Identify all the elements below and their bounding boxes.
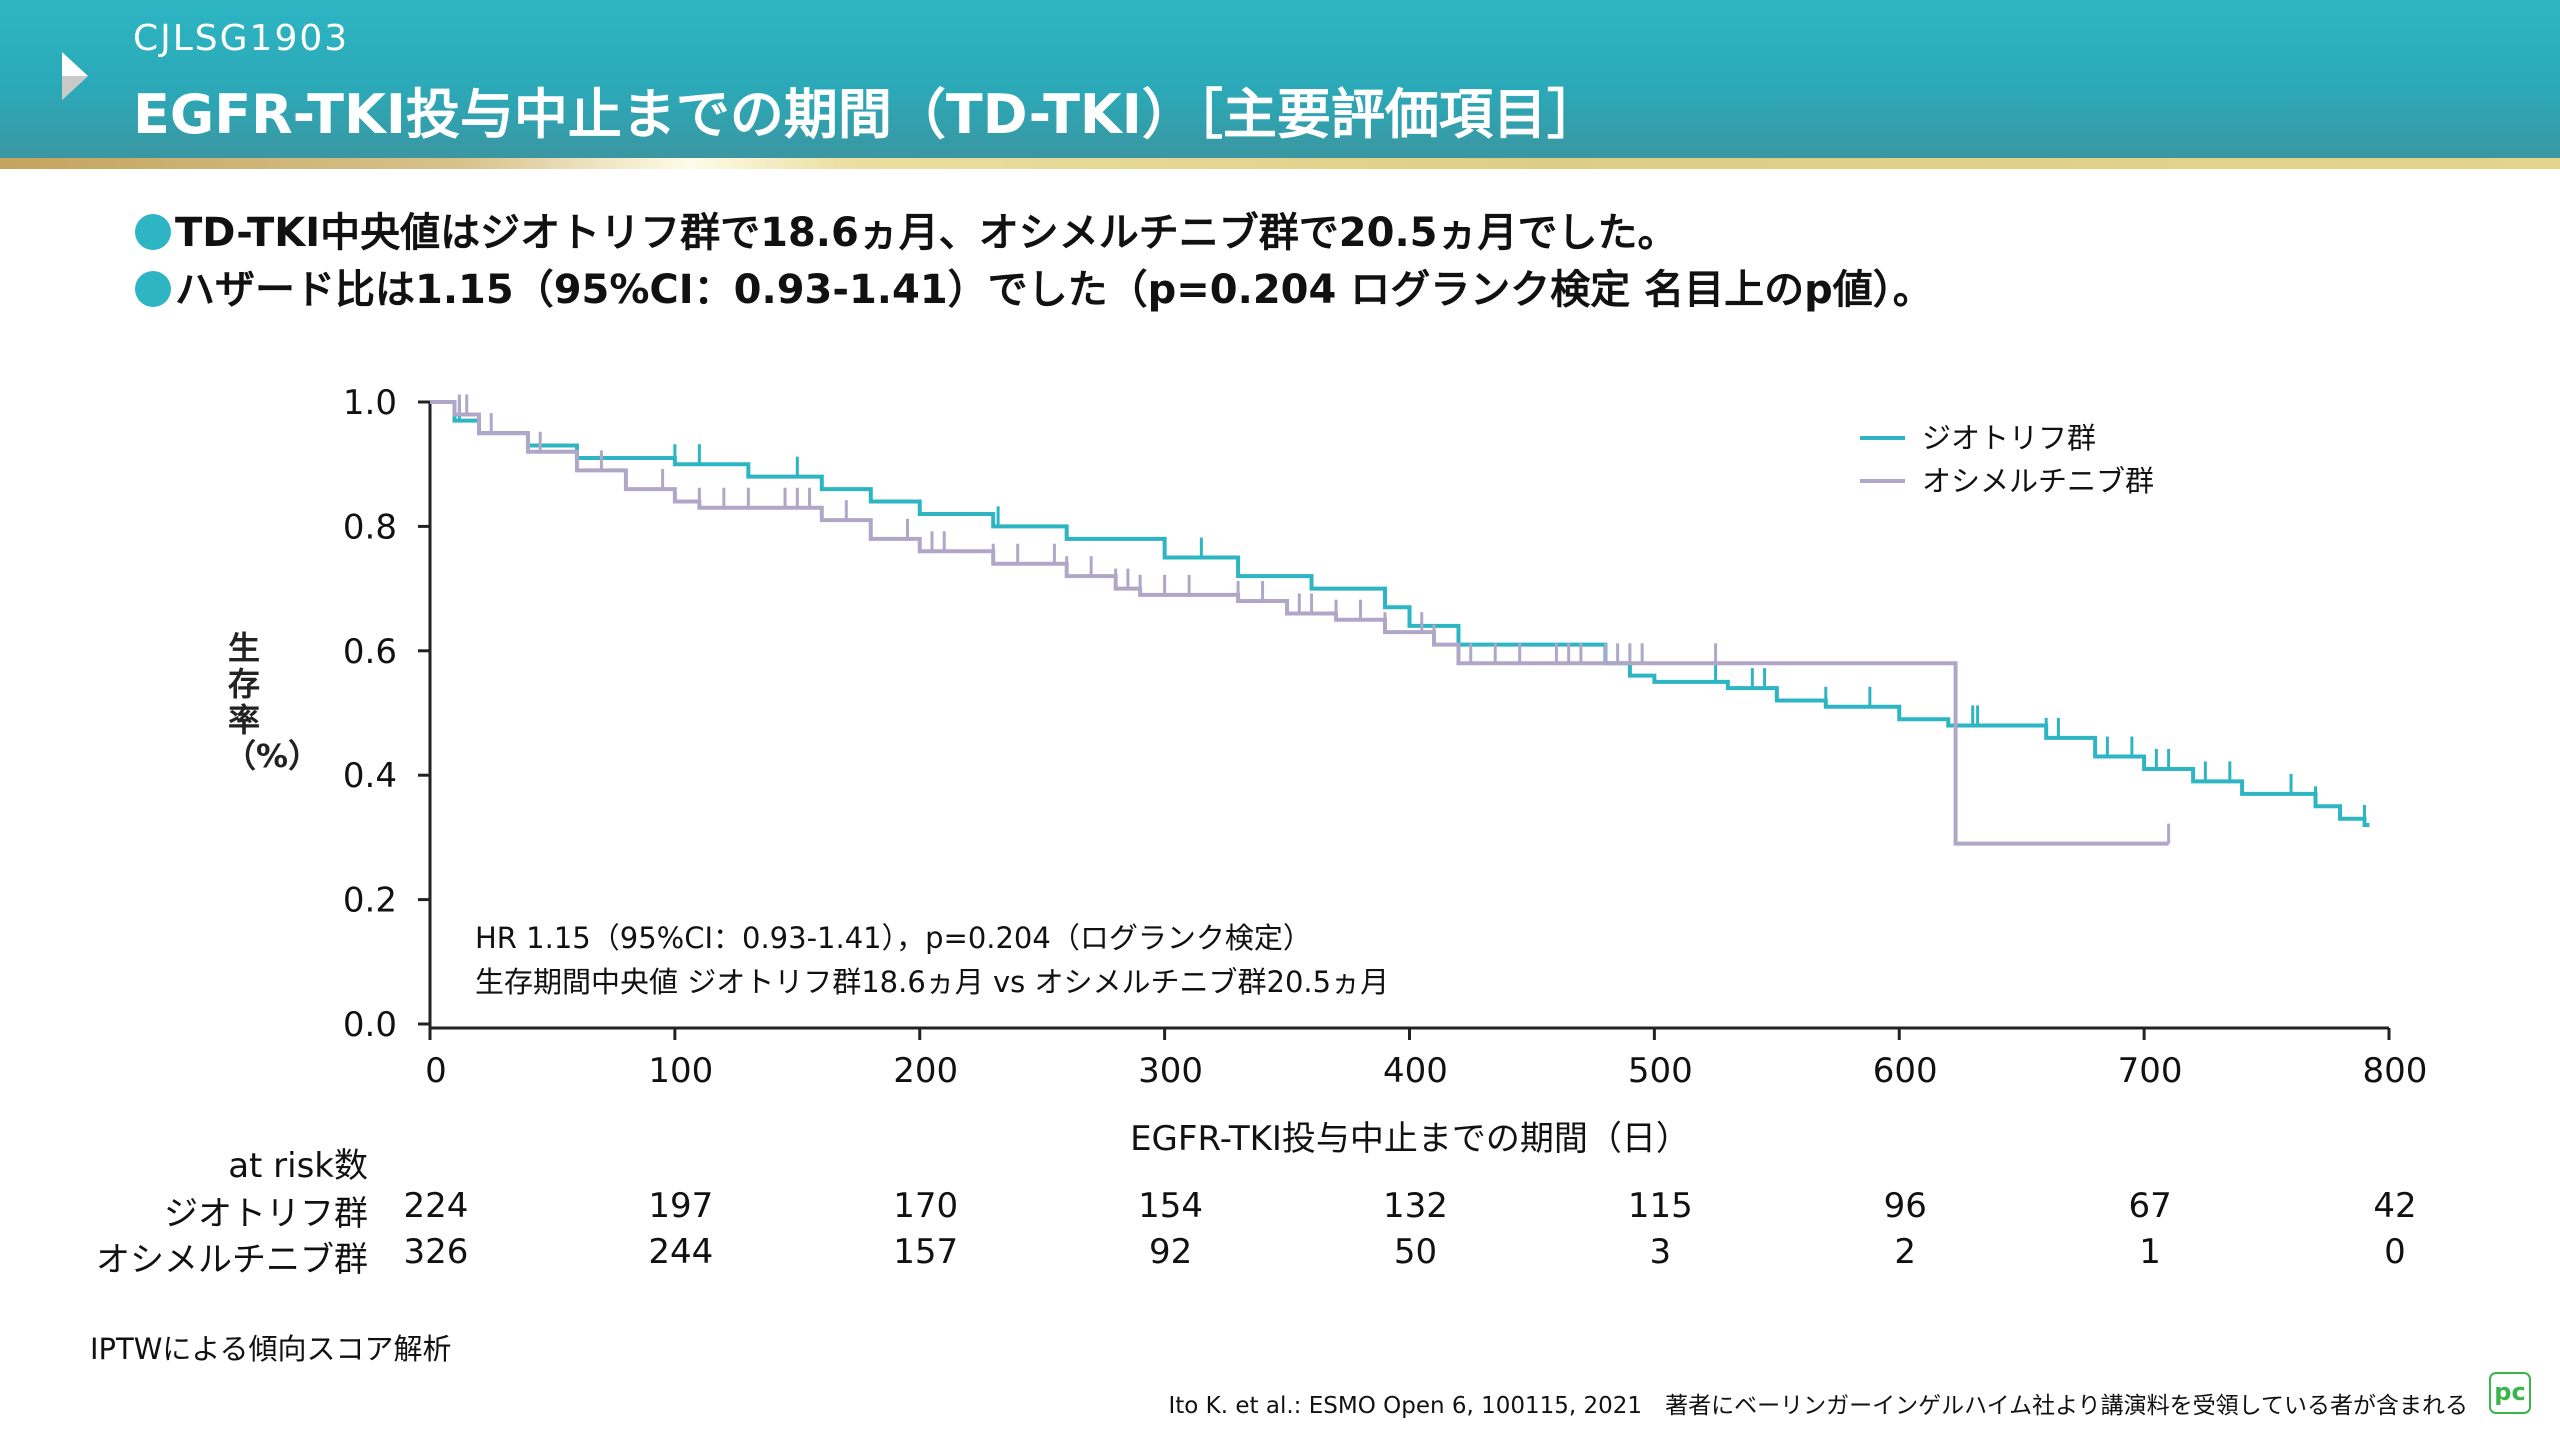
at-risk-label: at risk数 — [228, 1146, 368, 1186]
study-id: CJLSG1903 — [133, 18, 350, 59]
y-axis-title: 生存率（%） — [224, 629, 321, 775]
at-risk-value: 67 — [2128, 1186, 2172, 1226]
at-risk-row-osimertinib-label: オシメルチニブ群 — [96, 1240, 368, 1280]
bullet-dot-icon — [135, 214, 171, 250]
footnote: IPTWによる傾向スコア解析 — [90, 1332, 452, 1366]
x-tick-label: 100 — [648, 1051, 713, 1091]
y-tick-label: 0.4 — [343, 756, 397, 796]
pc-logo: pc — [2489, 1372, 2531, 1414]
x-axis-title: EGFR-TKI投与中止までの期間（日） — [1130, 1119, 1690, 1159]
at-risk-value: 326 — [403, 1232, 469, 1272]
at-risk-value: 224 — [403, 1186, 469, 1226]
legend: ジオトリフ群 オシメルチニブ群 — [1860, 421, 2154, 498]
x-tick-label: 300 — [1138, 1051, 1203, 1091]
x-tick-label: 700 — [2118, 1051, 2183, 1091]
at-risk-value: 197 — [648, 1186, 714, 1226]
at-risk-value: 92 — [1148, 1232, 1193, 1272]
at-risk-value: 244 — [648, 1232, 714, 1272]
at-risk-value: 50 — [1393, 1232, 1438, 1272]
x-tick-label: 800 — [2363, 1051, 2428, 1091]
citation: Ito K. et al.: ESMO Open 6, 100115, 2021… — [1168, 1393, 2469, 1419]
at-risk-value: 132 — [1383, 1186, 1448, 1226]
at-risk-value: 115 — [1627, 1186, 1693, 1226]
annotation-hr: HR 1.15（95%CI：0.93-1.41），p=0.204（ログランク検定… — [475, 921, 1312, 955]
bullet-text: ハザード比は1.15（95%CI：0.93-1.41）でした（p=0.204 ロ… — [175, 267, 1933, 313]
at-risk-value: 3 — [1649, 1232, 1672, 1272]
at-risk-value: 42 — [2373, 1186, 2417, 1226]
x-tick-label: 400 — [1383, 1051, 1448, 1091]
at-risk-value: 96 — [1883, 1186, 1927, 1226]
y-tick-label: 0.8 — [343, 507, 397, 547]
bullet-dot-icon — [135, 271, 171, 307]
page-title: EGFR-TKI投与中止までの期間（TD-TKI）［主要評価項目］ — [133, 83, 1601, 146]
at-risk-value: 1 — [2139, 1232, 2161, 1272]
at-risk-value: 157 — [893, 1232, 959, 1272]
at-risk-value: 0 — [2384, 1232, 2406, 1272]
x-tick-label: 500 — [1628, 1051, 1693, 1091]
y-tick-label: 1.0 — [343, 383, 397, 423]
legend-label-afatinib: ジオトリフ群 — [1922, 421, 2096, 455]
x-tick-label: 0 — [425, 1051, 447, 1091]
x-tick-label: 600 — [1873, 1051, 1938, 1091]
header-divider — [0, 158, 2560, 169]
at-risk-row-afatinib-label: ジオトリフ群 — [164, 1194, 368, 1234]
bullet-median: TD-TKI中央値はジオトリフ群で18.6ヵ月、オシメルチニブ群で20.5ヵ月で… — [135, 200, 1678, 258]
km-curve-1 — [430, 400, 2169, 846]
arrow-shadow-icon — [62, 76, 88, 100]
bullet-hazard: ハザード比は1.15（95%CI：0.93-1.41）でした（p=0.204 ロ… — [135, 257, 1933, 315]
at-risk-value: 154 — [1138, 1186, 1204, 1226]
km-curve-0 — [430, 400, 2370, 827]
y-tick-label: 0.2 — [343, 881, 397, 921]
x-tick-label: 200 — [893, 1051, 958, 1091]
y-tick-label: 0.0 — [343, 1005, 397, 1045]
at-risk-value: 2 — [1894, 1232, 1917, 1272]
bullet-text: TD-TKI中央値はジオトリフ群で18.6ヵ月、オシメルチニブ群で20.5ヵ月で… — [175, 210, 1678, 256]
at-risk-value: 170 — [893, 1186, 959, 1226]
legend-label-osimertinib: オシメルチニブ群 — [1922, 464, 2154, 498]
header-banner — [0, 0, 2560, 158]
annotation-median: 生存期間中央値 ジオトリフ群18.6ヵ月 vs オシメルチニブ群20.5ヵ月 — [475, 965, 1389, 999]
y-tick-label: 0.6 — [343, 632, 397, 672]
